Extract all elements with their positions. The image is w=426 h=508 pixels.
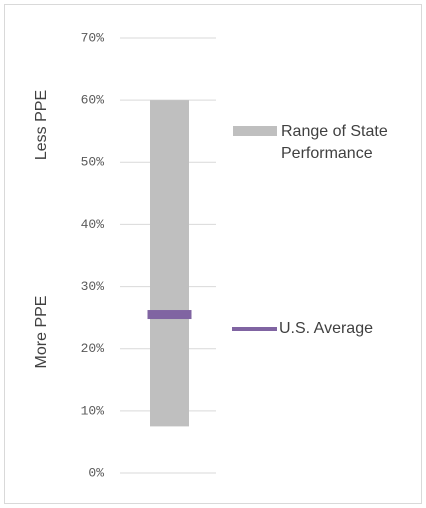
y-tick-label: 40% xyxy=(81,217,105,232)
y-tick-label: 70% xyxy=(81,30,105,45)
legend-label: Range of State Performance xyxy=(281,123,388,162)
legend-label: U.S. Average xyxy=(279,320,373,337)
y-tick-label: 50% xyxy=(81,155,105,170)
y-tick-label: 0% xyxy=(88,465,104,480)
legend-swatch xyxy=(233,126,277,136)
y-tick-label: 10% xyxy=(81,403,105,418)
y-tick-label: 30% xyxy=(81,279,105,294)
y-tick-label: 60% xyxy=(81,93,105,108)
average-marker xyxy=(147,310,192,320)
axis-label-top: Less PPE xyxy=(33,90,50,160)
axis-label-bottom: More PPE xyxy=(33,296,50,369)
chart-border xyxy=(4,4,422,504)
range-bar xyxy=(150,100,189,427)
y-tick-label: 20% xyxy=(81,341,105,356)
